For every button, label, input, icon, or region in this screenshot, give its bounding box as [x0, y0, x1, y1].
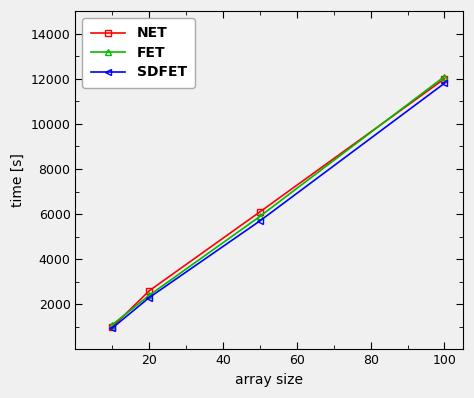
Line: NET: NET	[109, 75, 448, 330]
Legend: NET, FET, SDFET: NET, FET, SDFET	[82, 18, 195, 88]
X-axis label: array size: array size	[235, 373, 303, 387]
Y-axis label: time [s]: time [s]	[11, 153, 25, 207]
NET	[146, 289, 152, 293]
NET	[257, 209, 263, 214]
SDFET	[146, 295, 152, 300]
Line: SDFET: SDFET	[109, 80, 448, 332]
NET	[109, 324, 115, 329]
FET	[257, 214, 263, 219]
SDFET	[442, 81, 447, 86]
FET	[109, 322, 115, 327]
SDFET	[109, 326, 115, 330]
FET	[146, 293, 152, 298]
NET	[442, 76, 447, 81]
FET	[442, 74, 447, 79]
Line: FET: FET	[109, 73, 448, 328]
SDFET	[257, 219, 263, 223]
